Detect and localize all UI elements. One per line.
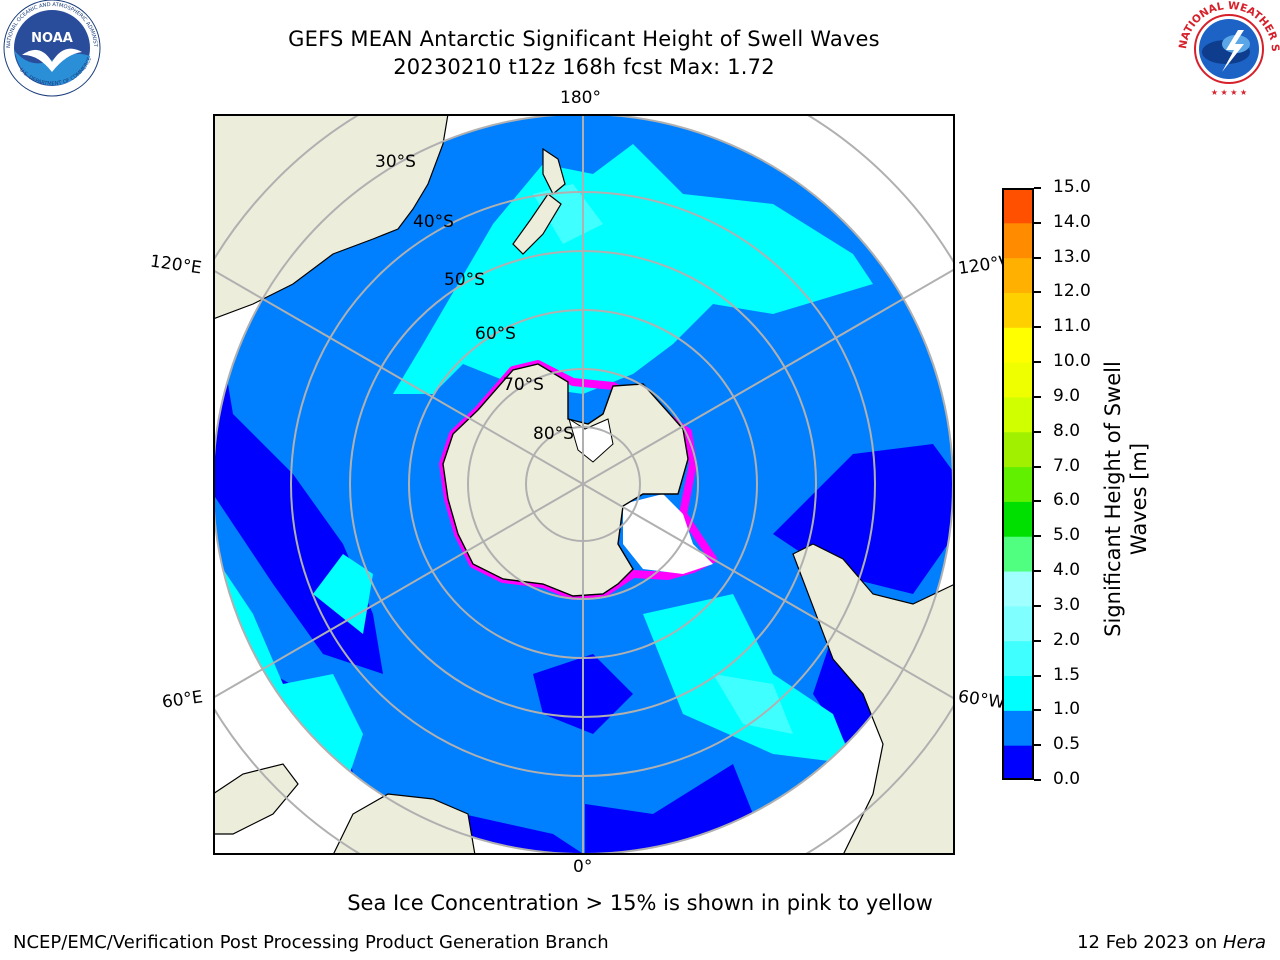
nws-logo: NATIONAL WEATHER SERVICE ★ ★ ★ ★ <box>1174 0 1280 100</box>
colorbar-segment <box>1002 466 1034 502</box>
footer-date: 12 Feb 2023 on Hera <box>1077 932 1266 953</box>
colorbar-tick-label: 3.0 <box>1053 594 1081 615</box>
lat-label-80s: 80°S <box>533 424 574 444</box>
ocean-1-0-1-5-north <box>393 144 873 394</box>
colorbar-tick-mark <box>1034 291 1041 294</box>
footer-branch: NCEP/EMC/Verification Post Processing Pr… <box>13 932 609 953</box>
colorbar-segment <box>1002 292 1034 328</box>
colorbar-tick-label: 1.5 <box>1053 664 1081 685</box>
colorbar-tick-mark <box>1034 256 1041 259</box>
colorbar-tick-label: 4.0 <box>1053 560 1081 581</box>
colorbar <box>1002 188 1034 781</box>
footer-date-text: 12 Feb 2023 on <box>1077 932 1223 953</box>
colorbar-tick-mark <box>1034 779 1041 781</box>
colorbar-tick-mark <box>1034 744 1041 747</box>
colorbar-frame <box>1002 188 1034 780</box>
lat-label-60s: 60°S <box>475 324 516 344</box>
colorbar-tick-mark <box>1034 361 1041 364</box>
colorbar-tick-mark <box>1034 430 1041 433</box>
colorbar-tick-label: 0.0 <box>1053 769 1081 789</box>
colorbar-tick-label: 8.0 <box>1053 420 1081 441</box>
svg-text:NOAA: NOAA <box>31 31 73 46</box>
colorbar-segment <box>1002 710 1034 746</box>
colorbar-tick-mark <box>1034 709 1041 712</box>
colorbar-segment <box>1002 605 1034 642</box>
colorbar-segment <box>1002 536 1034 572</box>
colorbar-segment <box>1002 571 1034 607</box>
colorbar-label-line1: Significant Height of Swell <box>1101 361 1125 637</box>
land-australia <box>213 114 449 320</box>
colorbar-tick-label: 0.5 <box>1053 734 1081 755</box>
chart-subtitle: 20230210 t12z 168h fcst Max: 1.72 <box>393 55 775 79</box>
colorbar-tick-mark <box>1034 500 1041 503</box>
lat-label-30s: 30°S <box>375 152 416 172</box>
land-madagascar <box>213 763 299 835</box>
land-south-america <box>792 543 955 855</box>
colorbar-label-line2: Waves [m] <box>1127 442 1151 556</box>
colorbar-tick-label: 6.0 <box>1053 490 1081 511</box>
colorbar-tick-label: 13.0 <box>1053 246 1091 267</box>
colorbar-tick-mark <box>1034 639 1041 642</box>
svg-text:★ ★ ★ ★: ★ ★ ★ ★ <box>1211 88 1247 97</box>
colorbar-label: Significant Height of Swell Waves [m] <box>1100 339 1152 659</box>
lon-label-60e: 60°E <box>160 687 205 713</box>
footer-host: Hera <box>1222 932 1266 953</box>
polar-map-svg <box>213 114 955 855</box>
colorbar-segment <box>1002 362 1034 398</box>
colorbar-tick-label: 9.0 <box>1053 385 1081 406</box>
colorbar-tick-label: 2.0 <box>1053 629 1081 650</box>
lon-label-180: 180° <box>560 88 601 108</box>
lon-label-120e: 120°E <box>148 251 203 279</box>
colorbar-tick-mark <box>1034 674 1041 677</box>
colorbar-tick-label: 11.0 <box>1053 316 1091 337</box>
colorbar-segment <box>1002 431 1034 468</box>
land-africa <box>332 793 476 855</box>
sea-ice-note: Sea Ice Concentration > 15% is shown in … <box>347 891 933 915</box>
colorbar-segment <box>1002 675 1034 711</box>
colorbar-segment <box>1002 396 1034 433</box>
colorbar-segment <box>1002 327 1034 363</box>
colorbar-segment <box>1002 257 1034 293</box>
colorbar-tick-label: 14.0 <box>1053 211 1091 232</box>
colorbar-tick-label: 15.0 <box>1053 177 1091 197</box>
colorbar-segment <box>1002 188 1034 224</box>
colorbar-tick-mark <box>1034 326 1041 329</box>
nws-emblem-icon: NATIONAL WEATHER SERVICE ★ ★ ★ ★ <box>1174 0 1280 97</box>
lat-label-40s: 40°S <box>413 212 454 232</box>
land-antarctica <box>442 363 689 597</box>
ocean-1-5-2-0-se <box>713 674 793 734</box>
colorbar-tick-mark <box>1034 395 1041 398</box>
land-nz-north <box>542 147 566 195</box>
colorbar-tick-mark <box>1034 187 1041 189</box>
colorbar-segment <box>1002 501 1034 537</box>
colorbar-tick-mark <box>1034 221 1041 224</box>
polar-map: 30°S 40°S 50°S 60°S 70°S 80°S <box>213 114 955 855</box>
colorbar-tick-label: 5.0 <box>1053 525 1081 546</box>
colorbar-tick-label: 7.0 <box>1053 455 1081 476</box>
colorbar-tick-label: 12.0 <box>1053 281 1091 302</box>
lat-label-70s: 70°S <box>503 375 544 395</box>
chart-title: GEFS MEAN Antarctic Significant Height o… <box>288 27 880 51</box>
map-frame <box>213 114 955 855</box>
colorbar-segment <box>1002 745 1034 781</box>
ocean-1-0-1-5-southeast <box>643 594 853 764</box>
colorbar-segment <box>1002 222 1034 259</box>
colorbar-tick-label: 10.0 <box>1053 351 1091 372</box>
colorbar-tick-mark <box>1034 535 1041 538</box>
colorbar-tick-mark <box>1034 570 1041 573</box>
colorbar-tick-label: 1.0 <box>1053 699 1081 720</box>
colorbar-svg <box>1002 188 1034 781</box>
lat-label-50s: 50°S <box>444 270 485 290</box>
land-nz-south <box>512 193 562 255</box>
lon-label-0: 0° <box>573 857 593 877</box>
colorbar-tick-mark <box>1034 604 1041 607</box>
colorbar-segment <box>1002 640 1034 677</box>
colorbar-tick-mark <box>1034 465 1041 468</box>
lon-label-60w: 60°W <box>956 686 1007 714</box>
noaa-emblem-icon: NOAA NATIONAL OCEANIC AND ATMOSPHERIC AD… <box>0 0 102 98</box>
noaa-logo: NOAA NATIONAL OCEANIC AND ATMOSPHERIC AD… <box>0 0 104 100</box>
